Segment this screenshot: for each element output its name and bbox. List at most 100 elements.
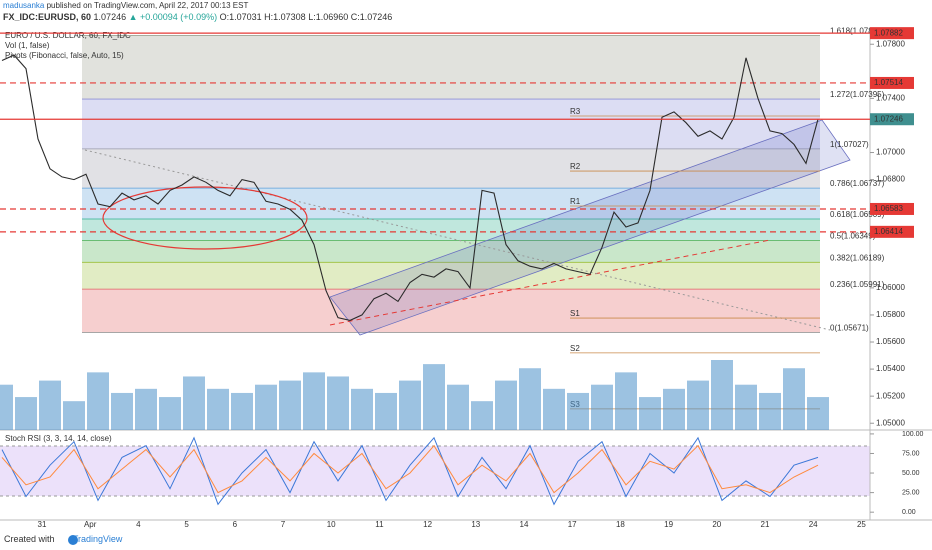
x-tick-label: 13 bbox=[471, 520, 480, 529]
logo bbox=[68, 535, 78, 545]
user: madusanka bbox=[3, 1, 45, 10]
y-tick-label: 100.00 bbox=[902, 431, 924, 438]
volume-bar bbox=[207, 388, 229, 430]
fib-label: 0.618(1.06509) bbox=[830, 210, 885, 219]
stoch-line bbox=[1, 444, 819, 494]
volume-bar bbox=[111, 392, 133, 430]
published: published on TradingView.com, April 22, … bbox=[47, 1, 249, 10]
indicator: Vol (1, false) bbox=[5, 41, 50, 50]
open: O:1.07031 bbox=[220, 12, 262, 22]
x-tick-label: 14 bbox=[520, 520, 529, 529]
fib-label: 1.272(1.07395) bbox=[830, 90, 885, 99]
price-tag bbox=[870, 76, 914, 89]
stoch-band bbox=[0, 446, 870, 496]
fib-band bbox=[82, 240, 820, 263]
x-tick-label: Apr bbox=[84, 520, 97, 529]
price-tag bbox=[870, 225, 914, 238]
x-tick-label: 25 bbox=[857, 520, 866, 529]
volume-bar bbox=[687, 380, 709, 430]
fib-band bbox=[82, 262, 820, 290]
volume-bar bbox=[0, 384, 13, 430]
volume-bar bbox=[759, 392, 781, 430]
low: L:1.06960 bbox=[308, 12, 348, 22]
fib-band bbox=[82, 218, 820, 241]
price-tag-label: 1.07882 bbox=[874, 28, 903, 37]
indicator: Pivots (Fibonacci, false, Auto, 15) bbox=[5, 51, 124, 60]
volume-bar bbox=[15, 397, 37, 430]
x-tick-label: 21 bbox=[761, 520, 770, 529]
volume-bar bbox=[135, 388, 157, 430]
pivot-label: R1 bbox=[570, 197, 581, 206]
volume-bar bbox=[159, 397, 181, 430]
last-price-tag bbox=[870, 113, 914, 126]
channel bbox=[329, 119, 851, 336]
y-tick-label: 1.05600 bbox=[876, 337, 905, 346]
fib-band bbox=[82, 35, 820, 100]
fib-label: 0.382(1.06189) bbox=[830, 253, 885, 262]
volume-bar bbox=[471, 401, 493, 430]
volume-bar bbox=[663, 388, 685, 430]
y-tick-label: 50.00 bbox=[902, 470, 920, 477]
volume-bar bbox=[183, 376, 205, 430]
price-tag-label: 1.06583 bbox=[874, 204, 903, 213]
price: 1.07246 bbox=[94, 12, 127, 22]
pivot-label: S2 bbox=[570, 344, 580, 353]
volume-bar bbox=[399, 380, 421, 430]
volume-bar bbox=[567, 392, 589, 430]
brand: TradingView bbox=[73, 534, 123, 544]
highlight-ellipse bbox=[102, 186, 308, 250]
y-tick-label: 1.05800 bbox=[876, 310, 905, 319]
last-price-label: 1.07246 bbox=[874, 114, 903, 123]
volume-bar bbox=[447, 384, 469, 430]
symbol: FX_IDC:EURUSD, 60 bbox=[3, 12, 91, 22]
y-tick-label: 1.07400 bbox=[876, 93, 905, 102]
volume-bar bbox=[375, 392, 397, 430]
price-tag bbox=[870, 27, 914, 40]
volume-bar bbox=[783, 368, 805, 430]
chart-title: EURO / U.S. DOLLAR, 60, FX_IDC bbox=[5, 31, 131, 40]
fib-band bbox=[82, 289, 820, 333]
x-tick-label: 18 bbox=[616, 520, 625, 529]
volume-bar bbox=[423, 364, 445, 430]
x-tick-label: 19 bbox=[664, 520, 673, 529]
fib-label: 0(1.05671) bbox=[830, 324, 869, 333]
y-tick-label: 1.05200 bbox=[876, 391, 905, 400]
x-tick-label: 10 bbox=[327, 520, 336, 529]
x-tick-label: 4 bbox=[136, 520, 141, 529]
created: Created with bbox=[4, 534, 55, 544]
volume-bar bbox=[639, 397, 661, 430]
volume-bar bbox=[87, 372, 109, 430]
fib-band bbox=[82, 99, 820, 149]
volume-bar bbox=[519, 368, 541, 430]
volume-bar bbox=[327, 376, 349, 430]
x-tick-label: 6 bbox=[233, 520, 238, 529]
x-tick-label: 17 bbox=[568, 520, 577, 529]
volume-bar bbox=[591, 384, 613, 430]
y-tick-label: 1.06800 bbox=[876, 175, 905, 184]
fib-label: 1.618(1.07864) bbox=[830, 27, 885, 36]
fib-label: 0.5(1.06349) bbox=[830, 232, 876, 241]
y-tick-label: 0.00 bbox=[902, 509, 916, 516]
volume-bar bbox=[807, 397, 829, 430]
volume-bar bbox=[279, 380, 301, 430]
fib-band bbox=[82, 188, 820, 219]
x-tick-label: 24 bbox=[809, 520, 818, 529]
y-tick-label: 25.00 bbox=[902, 489, 920, 496]
y-tick-label: 1.06000 bbox=[876, 283, 905, 292]
trend-line bbox=[329, 239, 771, 326]
volume-bar bbox=[735, 384, 757, 430]
y-tick-label: 75.00 bbox=[902, 450, 920, 457]
x-tick-label: 31 bbox=[38, 520, 47, 529]
footer: Created with TradingView bbox=[4, 534, 123, 544]
volume-bar bbox=[495, 380, 517, 430]
pivot-label: S1 bbox=[570, 309, 580, 318]
y-tick-label: 1.05000 bbox=[876, 418, 905, 427]
header: madusanka published on TradingView.com, … bbox=[3, 1, 248, 10]
volume-bar bbox=[543, 388, 565, 430]
volume-bar bbox=[63, 401, 85, 430]
y-tick-label: 1.05400 bbox=[876, 364, 905, 373]
volume-bar bbox=[351, 388, 373, 430]
change: ▲ +0.00094 (+0.09%) bbox=[129, 12, 217, 22]
x-tick-label: 12 bbox=[423, 520, 432, 529]
